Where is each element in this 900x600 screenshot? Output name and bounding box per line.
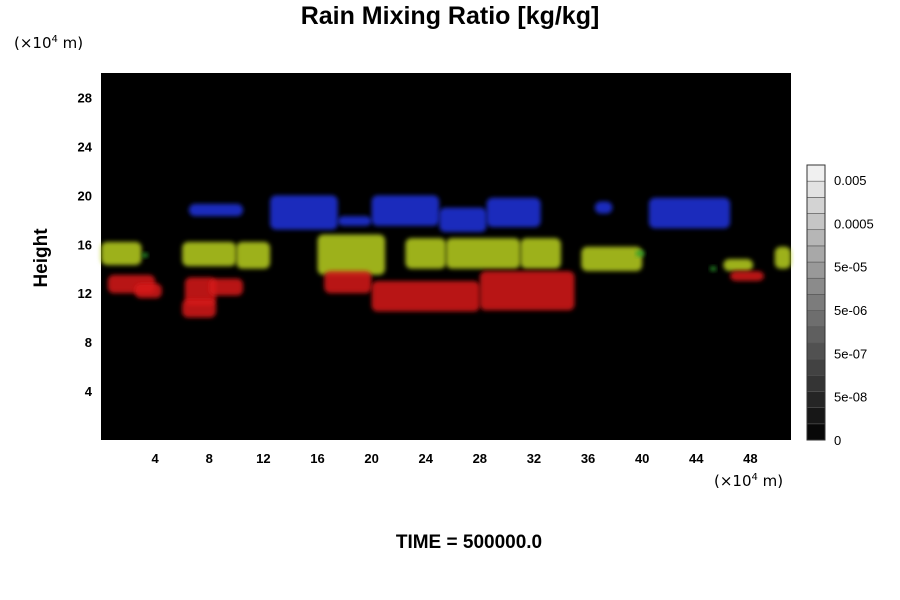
field-region-0-6 [594,201,613,214]
colorbar-frame [806,164,826,441]
colorbar-tick-label: 5e-07 [834,346,867,361]
field-region-2-8 [730,271,764,281]
field-region-1-5 [446,238,521,269]
y-unit-exponent: 4 [51,34,58,45]
field-region-2-1 [134,283,162,299]
x-tick-label: 24 [418,451,433,466]
field-region-1-8 [723,258,754,272]
colorbar-tick-label: 0.0005 [834,216,874,231]
y-tick-label: 16 [78,237,92,252]
x-tick-label: 8 [206,451,213,466]
colorbar-segment [806,310,826,328]
field-region-2-3 [182,299,216,318]
colorbar-tick-label: 5e-05 [834,260,867,275]
colorbar-segment [806,229,826,247]
x-unit-exponent: 4 [751,472,758,483]
field-region-0-3 [371,195,440,226]
y-tick-label: 4 [85,384,93,399]
field-region-1-0 [101,241,142,266]
x-axis-unit: (×104 m) [714,472,783,490]
field-region-0-5 [486,197,541,228]
y-unit-prefix: (×10 [14,34,52,52]
x-tick-label: 12 [256,451,270,466]
field-region-3-2 [709,266,717,272]
colorbar-segment [806,277,826,295]
colorbar-segment [806,180,826,198]
colorbar-tick-label: 5e-06 [834,303,867,318]
field-region-1-9 [774,246,791,269]
field-region-1-3 [317,234,386,275]
x-unit-prefix: (×10 [714,472,752,490]
field-region-0-7 [648,197,731,229]
x-tick-label: 44 [689,451,704,466]
colorbar-tick-label: 0 [834,433,841,448]
field-region-0-1 [270,195,338,230]
x-tick-label: 16 [310,451,324,466]
time-readout: TIME = 500000.0 [395,532,543,553]
x-tick-label: 28 [473,451,487,466]
field-region-2-7 [479,271,575,311]
field-region-2-2 [184,277,216,306]
field-region-1-2 [236,241,271,269]
y-tick-label: 8 [85,335,92,350]
y-tick-label: 12 [78,286,92,301]
x-tick-label: 48 [743,451,757,466]
colorbar-segment [806,342,826,360]
field-region-2-4 [209,278,244,296]
field-region-1-6 [520,238,561,269]
colorbar-segment [806,423,826,441]
x-tick-label: 20 [364,451,378,466]
colorbar-segment [806,407,826,425]
x-tick-label: 32 [527,451,541,466]
colorbar-segment [806,374,826,392]
colorbar-segment [806,197,826,214]
y-tick-label: 28 [78,90,92,105]
x-unit-suffix: m) [757,472,784,490]
field-region-1-1 [182,241,237,267]
field-region-3-0 [141,252,149,258]
y-unit-suffix: m) [57,34,84,52]
field-region-0-2 [337,216,372,226]
x-tick-label: 4 [152,451,160,466]
x-tick-label: 36 [581,451,595,466]
colorbar-tick-label: 5e-08 [834,390,867,405]
field-region-0-0 [188,203,244,217]
colorbar-segment [806,294,826,311]
colorbar-segment [806,261,826,279]
field-region-1-7 [581,246,643,272]
chart-title: Rain Mixing Ratio [kg/kg] [300,2,600,30]
field-region-2-5 [324,271,372,294]
colorbar-segment [806,245,826,263]
colorbar-segment [806,164,826,182]
colorbar-tick-label: 0.005 [834,173,867,188]
field-region-0-4 [439,207,487,233]
colorbar-segment [806,326,826,344]
y-axis-unit: (×104 m) [14,34,83,52]
x-tick-label: 40 [635,451,649,466]
field-region-1-4 [405,238,446,269]
y-tick-label: 20 [78,188,92,203]
y-tick-label: 24 [78,139,93,154]
field-region-3-1 [635,250,645,257]
colorbar-segment [806,213,826,231]
field-region-2-6 [371,280,480,312]
colorbar-segment [806,358,826,376]
colorbar-segment [806,391,826,408]
